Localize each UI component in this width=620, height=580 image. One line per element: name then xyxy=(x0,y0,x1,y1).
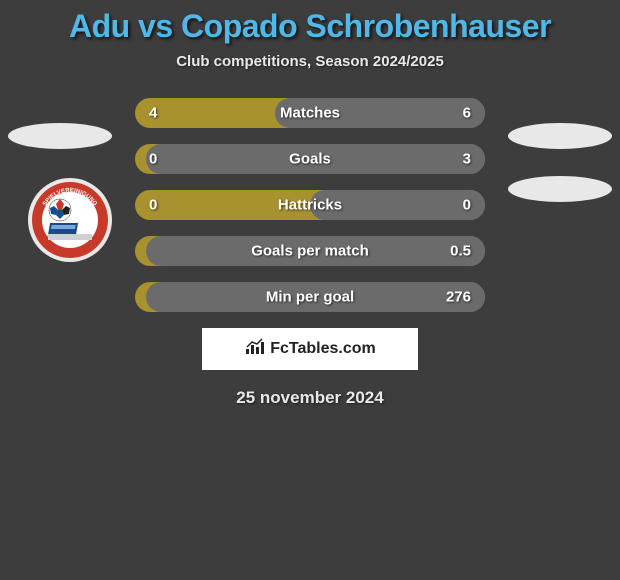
bar-left-value: 4 xyxy=(149,105,157,122)
club-logo: SPIELVEREINIGUNG xyxy=(28,178,112,262)
attribution-text: FcTables.com xyxy=(270,340,376,358)
stat-bar: 276 Min per goal xyxy=(135,282,485,312)
bar-label: Goals per match xyxy=(251,243,369,260)
bar-right-value: 0 xyxy=(463,197,471,214)
stat-bar: 4 6 Matches xyxy=(135,98,485,128)
bar-right-value: 0.5 xyxy=(450,243,471,260)
bar-left-value: 0 xyxy=(149,151,157,168)
attribution-badge: FcTables.com xyxy=(202,328,418,370)
bar-label: Hattricks xyxy=(278,197,342,214)
bar-right-value: 3 xyxy=(463,151,471,168)
bar-label: Goals xyxy=(289,151,331,168)
page-title: Adu vs Copado Schrobenhauser xyxy=(0,0,620,45)
stat-bar: 0 0 Hattricks xyxy=(135,190,485,220)
subtitle: Club competitions, Season 2024/2025 xyxy=(0,53,620,70)
bar-left-value: 0 xyxy=(149,197,157,214)
player-placeholder xyxy=(8,123,112,149)
bar-right-value: 276 xyxy=(446,289,471,306)
chart-icon xyxy=(244,338,266,361)
player-placeholder xyxy=(508,123,612,149)
bar-label: Min per goal xyxy=(266,289,354,306)
bar-right-value: 6 xyxy=(463,105,471,122)
stat-bar: 0 3 Goals xyxy=(135,144,485,174)
stat-bar: 0.5 Goals per match xyxy=(135,236,485,266)
bar-label: Matches xyxy=(280,105,340,122)
player-placeholder xyxy=(508,176,612,202)
date-label: 25 november 2024 xyxy=(0,388,620,408)
